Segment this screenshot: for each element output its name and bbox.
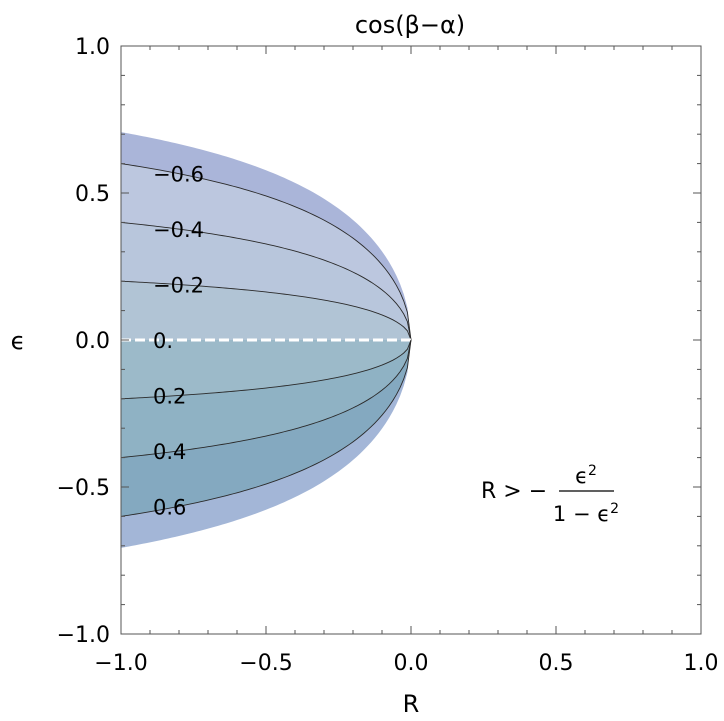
contour-band-5 <box>121 340 411 458</box>
x-tick-label: −1.0 <box>94 651 147 676</box>
x-tick-label: 0.0 <box>394 651 429 676</box>
x-tick-label: −0.5 <box>239 651 292 676</box>
contour-label--0.6: −0.6 <box>153 163 204 187</box>
axis-ticks <box>120 45 702 635</box>
contour-line--0.2 <box>121 280 412 341</box>
y-tick-label: −1.0 <box>57 623 110 648</box>
contour-line-0.4 <box>121 339 412 459</box>
contour-regions <box>121 132 411 548</box>
contour-label-0.4: 0.4 <box>153 440 186 464</box>
y-tick-label: 0.5 <box>75 182 110 207</box>
constraint-lhs: R > − <box>481 479 547 504</box>
contour-label--0.4: −0.4 <box>153 218 204 242</box>
constraint-annotation: R > − ϵ2 1 − ϵ2 <box>481 463 619 526</box>
x-tick-label: 1.0 <box>684 651 719 676</box>
x-axis-title: R <box>403 690 420 718</box>
contour-line-0.2 <box>121 339 412 400</box>
contour-band-6 <box>121 340 411 517</box>
constraint-numerator: ϵ2 <box>575 463 597 488</box>
contour-label-0.2: 0.2 <box>153 384 186 408</box>
contour-label--0.2: −0.2 <box>153 274 204 298</box>
y-tick-label: 1.0 <box>75 35 110 60</box>
contour-band-0 <box>121 132 411 340</box>
constraint-denominator: 1 − ϵ2 <box>553 501 619 526</box>
contour-labels: −0.6 −0.4 −0.2 0. 0.2 0.4 0.6 <box>153 163 204 520</box>
y-axis-title: ϵ <box>11 327 26 355</box>
contour-band-7 <box>121 340 411 548</box>
contour-lines <box>121 163 412 517</box>
contour-line--0.4 <box>121 221 412 341</box>
contour-label-0.6: 0.6 <box>153 495 186 519</box>
chart-title: cos(β−α) <box>355 11 465 39</box>
contour-line--0.6 <box>121 163 412 341</box>
axis-tick-labels: −1.0 −0.5 0.0 0.5 1.0 −1.0 −0.5 0.0 0.5 1.0 <box>57 35 719 676</box>
x-tick-label: 0.5 <box>539 651 574 676</box>
contour-band-2 <box>121 222 411 340</box>
contour-band-1 <box>121 163 411 340</box>
contour-band-3 <box>121 281 411 340</box>
contour-label-0: 0. <box>153 329 173 353</box>
contour-line-0.6 <box>121 339 412 517</box>
contour-band-4 <box>121 340 411 399</box>
y-tick-label: −0.5 <box>57 476 110 501</box>
y-tick-label: 0.0 <box>75 329 110 354</box>
